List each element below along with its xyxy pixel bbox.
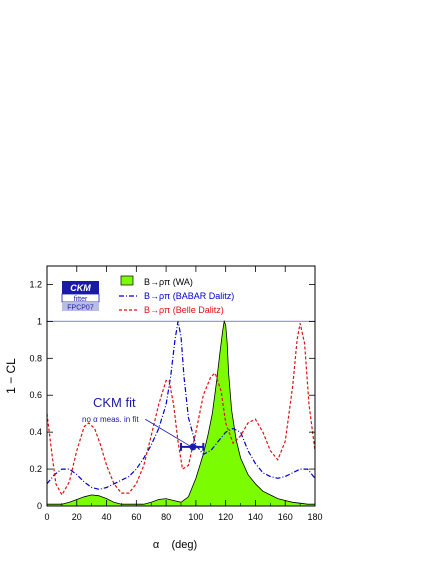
y-tick-label: 1.2: [29, 279, 42, 289]
ckm-fit-arrow: [145, 418, 191, 447]
y-axis-label: 1 − CL: [4, 358, 18, 394]
x-tick-label: 100: [188, 512, 203, 522]
y-tick-label: 0.4: [29, 427, 42, 437]
x-tick-label: 80: [161, 512, 171, 522]
x-tick-label: 120: [218, 512, 233, 522]
legend: B→ρπ (WA) B→ρπ (BABAR Dalitz) B→ρπ (Bell…: [119, 275, 234, 315]
logo-fitter: fitter: [74, 296, 88, 303]
x-tick-label: 0: [44, 512, 49, 522]
x-tick-label: 180: [307, 512, 322, 522]
legend-label-belle: B→ρπ (Belle Dalitz): [144, 305, 224, 315]
x-tick-label: 40: [102, 512, 112, 522]
y-tick-label: 0.2: [29, 464, 42, 474]
logo-ckm: CKM: [70, 283, 91, 293]
x-tick-label: 160: [278, 512, 293, 522]
x-tick-label: 140: [248, 512, 263, 522]
x-axis-label: α (deg): [153, 539, 197, 551]
chart-marks: [46, 319, 316, 507]
legend-swatch-wa: [120, 275, 134, 286]
x-tick-label: 60: [131, 512, 141, 522]
y-tick-label: 0.6: [29, 390, 42, 400]
y-tick-label: 0: [37, 501, 42, 511]
series-babar-line: [46, 321, 316, 491]
legend-label-babar: B→ρπ (BABAR Dalitz): [144, 291, 234, 301]
ckm-fit-label: CKM fit: [93, 395, 136, 410]
axis-ticks: 0 20 40 60 80 100 120 140 160 180 0 0.2 0.4 0.6 0.8 1 1.…: [29, 266, 323, 522]
ckm-fit-annotation: CKM fit no α meas. in fit: [82, 395, 205, 451]
ckm-fit-point: [189, 443, 197, 451]
x-tick-label: 20: [72, 512, 82, 522]
y-tick-label: 0.8: [29, 353, 42, 363]
logo-conference: FPCP07: [67, 305, 94, 312]
legend-label-wa: B→ρπ (WA): [144, 277, 193, 287]
ckmfitter-logo: CKM fitter FPCP07: [61, 281, 100, 312]
series-wa-area: [46, 319, 316, 507]
series-belle-line: [46, 323, 316, 497]
y-tick-label: 1: [37, 316, 42, 326]
ckm-fit-sublabel: no α meas. in fit: [82, 415, 139, 424]
